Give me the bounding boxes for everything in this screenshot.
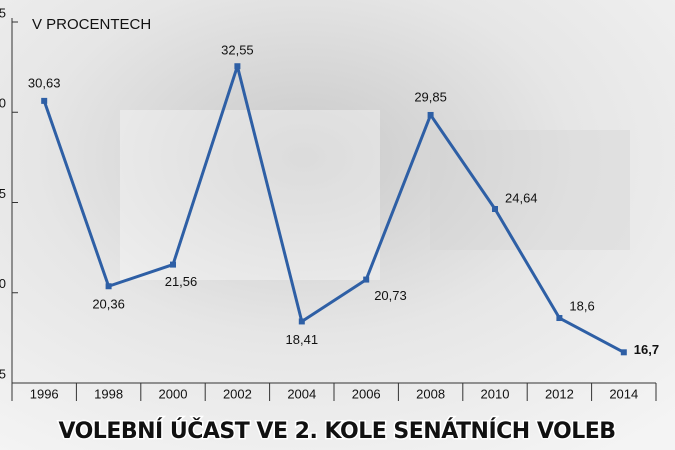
y-tick-label: 35 [0, 5, 6, 20]
series-line [42, 64, 625, 354]
data-point [620, 349, 627, 356]
x-tick-label: 1996 [30, 386, 59, 401]
background-blur [120, 110, 380, 280]
data-label: 20,73 [374, 288, 407, 303]
data-point [363, 276, 370, 283]
x-tick-label: 2008 [416, 386, 445, 401]
data-label: 29,85 [414, 89, 447, 104]
x-tick-label: 2000 [159, 386, 188, 401]
data-point [556, 315, 563, 322]
data-label: 24,64 [505, 190, 538, 205]
data-point [492, 205, 498, 212]
x-tick-label: 2014 [609, 386, 638, 401]
x-tick-label: 2004 [287, 386, 316, 401]
x-tick-label: 2012 [545, 386, 574, 401]
data-point [105, 283, 112, 290]
data-label: 21,56 [165, 274, 198, 289]
x-tick-label: 2010 [481, 386, 510, 401]
data-label: 32,55 [221, 43, 254, 58]
y-tick-label: 20 [0, 276, 6, 291]
background-blur [430, 130, 630, 250]
x-tick-label: 2002 [223, 386, 252, 401]
data-label: 16,7 [634, 342, 659, 357]
x-tick-label: 2006 [352, 386, 381, 401]
data-label: 20,36 [92, 297, 125, 312]
y-tick-label: 15 [0, 366, 6, 381]
data-point [234, 63, 241, 70]
data-point [41, 97, 48, 104]
data-label: 30,63 [28, 75, 61, 90]
y-axis-label: V PROCENTECH [32, 16, 151, 33]
data-point [427, 111, 434, 118]
data-point [170, 261, 176, 268]
x-tick-label: 1998 [94, 386, 123, 401]
data-label: 18,41 [286, 332, 319, 347]
data-label: 18,6 [569, 298, 594, 313]
data-point [298, 318, 305, 325]
y-tick-label: 25 [0, 186, 6, 201]
y-tick-label: 30 [0, 96, 6, 111]
chart-title: VOLEBNÍ ÚČAST VE 2. KOLE SENÁTNÍCH VOLEB [58, 418, 615, 444]
